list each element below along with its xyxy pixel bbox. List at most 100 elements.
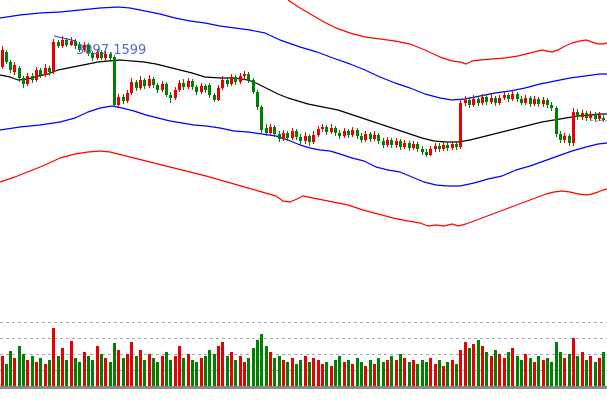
volume-bar — [152, 358, 155, 386]
volume-bar — [182, 358, 185, 386]
volume-bar — [446, 362, 449, 386]
volume-bar — [291, 358, 294, 386]
volume-bar — [252, 348, 255, 386]
candlestick-series — [1, 36, 605, 157]
volume-bar — [70, 341, 73, 386]
candle-body — [442, 145, 445, 149]
candle-body — [403, 143, 406, 147]
candle-body — [602, 118, 605, 120]
candle-body — [13, 65, 16, 72]
candle-body — [31, 76, 34, 80]
candle-body — [576, 112, 579, 117]
volume-bar — [343, 362, 346, 386]
volume-bar — [559, 352, 562, 386]
candle-body — [485, 97, 488, 102]
candle-body — [239, 76, 242, 82]
volume-bar — [572, 338, 575, 386]
candle-body — [221, 80, 224, 88]
candle-body — [87, 45, 90, 53]
candle-body — [386, 140, 389, 145]
volume-bar — [148, 354, 151, 386]
candle-body — [477, 99, 480, 103]
volume-bar — [213, 354, 216, 386]
volume-bar — [459, 350, 462, 386]
volume-bar — [351, 364, 354, 386]
volume-bar — [477, 340, 480, 386]
volume-bar — [256, 340, 259, 386]
volume-bar — [429, 358, 432, 386]
candle-body — [503, 95, 506, 98]
volume-bar — [325, 362, 328, 386]
candle-body — [364, 134, 367, 140]
volume-bar — [516, 356, 519, 386]
volume-bar — [386, 360, 389, 386]
volume-bar — [442, 366, 445, 386]
candle-body — [130, 82, 133, 93]
candle-body — [451, 144, 454, 148]
candle-body — [295, 131, 298, 137]
volume-baseline-group — [0, 386, 607, 389]
candle-body — [265, 128, 268, 133]
candle-body — [1, 50, 4, 67]
volume-bar — [260, 334, 263, 386]
candle-body — [559, 134, 562, 140]
candle-body — [256, 92, 259, 107]
lower-outer-red-line — [0, 150, 607, 227]
volume-bar — [390, 356, 393, 386]
volume-bar — [130, 342, 133, 386]
volume-bar — [490, 356, 493, 386]
volume-bar — [451, 360, 454, 386]
middle-black-line — [0, 59, 607, 143]
candle-body — [317, 129, 320, 135]
volume-bar — [117, 350, 120, 386]
volume-bar — [472, 344, 475, 386]
volume-bar — [468, 348, 471, 386]
candle-body — [191, 81, 194, 87]
candle-body — [408, 143, 411, 148]
volume-bar — [221, 342, 224, 386]
volume-bar — [273, 358, 276, 386]
upper-inner-blue-line — [0, 6, 607, 101]
candle-body — [217, 88, 220, 100]
candle-body — [421, 149, 424, 152]
volume-bar — [96, 346, 99, 386]
volume-bar — [265, 346, 268, 386]
volume-bar — [485, 352, 488, 386]
volume-bar — [498, 354, 501, 386]
candle-body — [182, 83, 185, 87]
candle-body — [412, 144, 415, 148]
candle-body — [351, 130, 354, 135]
candle-body — [208, 85, 211, 95]
volume-bar — [178, 346, 181, 386]
candle-body — [338, 133, 341, 136]
candle-body — [330, 128, 333, 132]
candle-body — [481, 97, 484, 103]
candle-body — [581, 113, 584, 117]
candle-body — [104, 54, 107, 58]
candle-body — [148, 79, 151, 86]
volume-bar — [589, 356, 592, 386]
volume-bar — [278, 356, 281, 386]
candle-body — [425, 152, 428, 155]
volume-bar — [26, 360, 29, 386]
candle-body — [494, 98, 497, 103]
volume-bar — [555, 342, 558, 386]
candle-body — [57, 42, 60, 46]
candle-body — [9, 62, 12, 70]
candle-body — [96, 52, 99, 58]
volume-bar — [403, 358, 406, 386]
candle-body — [35, 70, 38, 80]
volume-bar — [581, 352, 584, 386]
volume-bar — [135, 356, 138, 386]
volume-bar — [31, 356, 34, 386]
candle-body — [520, 99, 523, 103]
candle-body — [52, 42, 55, 72]
volume-bar — [48, 360, 51, 386]
volume-bar — [455, 364, 458, 386]
volume-bar — [174, 356, 177, 386]
candle-body — [291, 131, 294, 138]
candle-body — [472, 99, 475, 105]
volume-series — [1, 328, 605, 386]
